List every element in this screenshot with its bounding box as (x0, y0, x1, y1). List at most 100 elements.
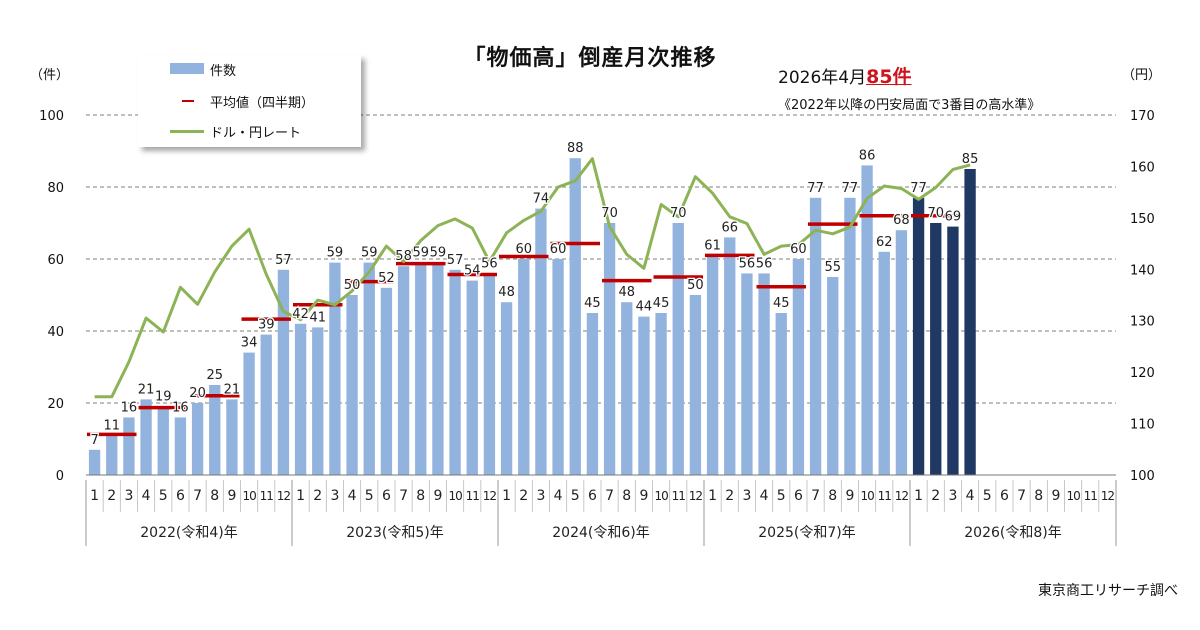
data-label: 61 (704, 238, 721, 253)
month-label: 7 (1017, 488, 1026, 504)
month-label: 11 (260, 489, 274, 503)
bar (930, 223, 942, 475)
month-label: 7 (811, 488, 820, 504)
month-label: 7 (605, 488, 614, 504)
month-label: 10 (242, 489, 256, 503)
bar (569, 158, 581, 475)
year-label: 2023(令和5)年 (346, 525, 443, 541)
bar (123, 417, 135, 475)
data-label: 41 (309, 310, 326, 325)
right-tick-label: 110 (1130, 418, 1155, 433)
year-label: 2022(令和4)年 (140, 525, 237, 541)
data-label: 45 (653, 296, 670, 311)
left-axis: 0 20 40 60 80 100 (39, 109, 64, 484)
bar (243, 352, 255, 475)
data-label: 60 (790, 242, 807, 257)
bar (106, 435, 118, 475)
month-label: 11 (466, 489, 480, 503)
data-label: 59 (430, 246, 447, 261)
bar (191, 403, 204, 475)
bar (535, 208, 547, 475)
data-label: 54 (464, 264, 481, 279)
year-label: 2025(令和7)年 (758, 525, 855, 541)
data-label: 57 (447, 253, 464, 268)
data-label: 34 (241, 336, 258, 351)
data-label: 45 (773, 296, 790, 311)
bar (449, 269, 461, 475)
bar (432, 262, 444, 475)
right-axis: 100 110 120 130 140 150 160 170 (1130, 109, 1155, 484)
month-label: 12 (1101, 489, 1115, 503)
right-tick-label: 140 (1130, 263, 1155, 278)
bar (586, 313, 599, 475)
data-label: 57 (275, 253, 292, 268)
month-label: 4 (966, 488, 975, 504)
month-label: 10 (654, 489, 668, 503)
month-label: 5 (571, 488, 580, 504)
month-label: 12 (895, 489, 909, 503)
bar (277, 269, 290, 475)
month-label: 11 (878, 489, 892, 503)
bar (552, 259, 564, 475)
bar (363, 262, 375, 475)
month-label: 2 (107, 488, 116, 504)
highlight-value: 85件 (866, 66, 912, 88)
data-label: 66 (721, 220, 738, 235)
bar (809, 197, 822, 476)
month-label: 8 (416, 488, 425, 504)
data-label: 25 (206, 368, 223, 383)
month-label: 3 (742, 488, 751, 504)
month-label: 1 (708, 488, 717, 504)
month-label: 5 (365, 488, 374, 504)
month-label: 2 (931, 488, 940, 504)
month-label: 9 (227, 488, 236, 504)
bar (861, 165, 873, 475)
rate-line (94, 157, 971, 399)
data-label: 20 (189, 386, 206, 401)
month-label: 1 (296, 488, 305, 504)
data-label: 19 (155, 390, 172, 405)
data-label: 48 (498, 285, 515, 300)
month-label: 6 (382, 488, 391, 504)
right-tick-label: 150 (1130, 212, 1155, 227)
month-label: 7 (193, 488, 202, 504)
data-label: 55 (824, 260, 841, 275)
month-label: 1 (90, 488, 99, 504)
data-label: 88 (567, 141, 584, 156)
bar (466, 280, 478, 475)
month-label: 4 (142, 488, 151, 504)
left-tick-label: 100 (39, 109, 64, 124)
month-label: 4 (760, 488, 769, 504)
bar (792, 259, 805, 475)
bar (140, 399, 152, 475)
data-label: 86 (859, 148, 876, 163)
bar (912, 197, 925, 476)
data-label: 68 (893, 213, 910, 228)
month-label: 10 (1066, 489, 1080, 503)
bar (895, 230, 908, 475)
month-label: 3 (536, 488, 545, 504)
highlight-prefix: 2026年4月 (778, 68, 867, 88)
data-label: 58 (395, 249, 412, 264)
bar (844, 197, 856, 476)
bar (329, 262, 341, 475)
bar (157, 406, 169, 475)
data-label: 77 (842, 181, 859, 196)
month-label: 6 (794, 488, 803, 504)
x-axis: 1 2 3 4 5 6 7 8 9 10 11 12 1 2 3 4 5 6 7 8 9 10 11 12 1 2 3 4 5 6 7 8 9 1… (85, 474, 1117, 546)
month-label: 12 (277, 489, 291, 503)
data-label: 70 (927, 206, 944, 221)
right-tick-label: 170 (1130, 109, 1155, 124)
month-label: 8 (210, 488, 219, 504)
data-label: 39 (258, 318, 275, 333)
bar (947, 226, 959, 475)
bar (294, 323, 307, 475)
data-label: 77 (807, 181, 824, 196)
data-label: 62 (876, 235, 893, 250)
month-label: 9 (1051, 488, 1060, 504)
data-label: 21 (138, 382, 155, 397)
bar (500, 302, 513, 475)
data-label: 7 (90, 433, 98, 448)
